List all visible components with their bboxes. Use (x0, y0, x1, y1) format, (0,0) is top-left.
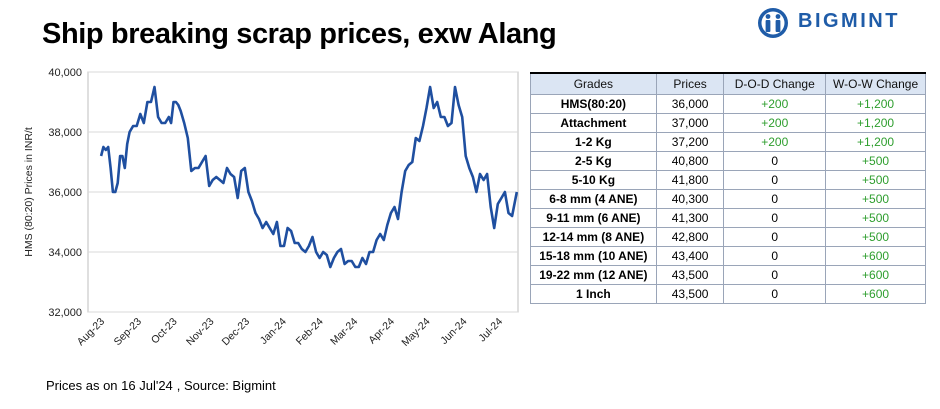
column-header-prices: Prices (655, 72, 725, 95)
x-tick-label: Mar-24 (328, 316, 360, 348)
table-row: 1 Inch 43,500 0 +600 (530, 284, 926, 304)
bigmint-logo-icon (758, 8, 788, 38)
cell-price: 43,500 (655, 284, 725, 304)
y-tick-label: 38,000 (48, 127, 82, 139)
x-tick-label: Aug-23 (75, 316, 108, 349)
table-row: 6-8 mm (4 ANE) 40,300 0 +500 (530, 189, 926, 209)
cell-price: 37,000 (655, 113, 725, 133)
cell-price: 40,300 (655, 189, 725, 209)
table-header-row: Grades Prices D-O-D Change W-O-W Change (530, 72, 926, 95)
as-of-date: Prices as on 16 Jul'24 (46, 378, 173, 393)
cell-dod-change: 0 (723, 151, 827, 171)
cell-wow-change: +1,200 (825, 94, 926, 114)
cell-wow-change: +500 (825, 151, 926, 171)
cell-grade: 6-8 mm (4 ANE) (530, 189, 657, 209)
brand-name: BIGMINT (798, 10, 900, 32)
cell-grade: 15-18 mm (10 ANE) (530, 246, 657, 266)
cell-dod-change: +200 (723, 113, 827, 133)
table-row: HMS(80:20) 36,000 +200 +1,200 (530, 94, 926, 114)
cell-wow-change: +500 (825, 208, 926, 228)
footer-note: Prices as on 16 Jul'24, Source: Bigmint (46, 378, 280, 393)
x-tick-label: Jul-24 (476, 316, 505, 345)
y-axis-label: HMS (80:20) Prices in INR/t (23, 127, 35, 257)
cell-dod-change: 0 (723, 208, 827, 228)
x-tick-label: Feb-24 (294, 316, 326, 348)
cell-dod-change: 0 (723, 284, 827, 304)
column-header-wow: W-O-W Change (825, 72, 926, 95)
cell-dod-change: +200 (723, 94, 827, 114)
cell-price: 36,000 (655, 94, 725, 114)
series-line-hms (99, 85, 519, 269)
cell-grade: 5-10 Kg (530, 170, 657, 190)
cell-grade: 12-14 mm (8 ANE) (530, 227, 657, 247)
cell-dod-change: 0 (723, 189, 827, 209)
cell-dod-change: +200 (723, 132, 827, 152)
table-row: Attachment 37,000 +200 +1,200 (530, 113, 926, 133)
cell-wow-change: +1,200 (825, 113, 926, 133)
x-tick-label: Nov-23 (184, 316, 217, 349)
y-tick-labels: 32,000 34,000 36,000 38,000 40,000 (48, 67, 82, 319)
cell-wow-change: +500 (825, 189, 926, 209)
cell-price: 40,800 (655, 151, 725, 171)
cell-wow-change: +600 (825, 265, 926, 285)
x-tick-label: Jan-24 (258, 316, 289, 347)
table-row: 9-11 mm (6 ANE) 41,300 0 +500 (530, 208, 926, 228)
cell-price: 43,400 (655, 246, 725, 266)
table-row: 1-2 Kg 37,200 +200 +1,200 (530, 132, 926, 152)
y-tick-label: 32,000 (48, 307, 82, 319)
cell-wow-change: +600 (825, 246, 926, 266)
cell-wow-change: +600 (825, 284, 926, 304)
cell-wow-change: +500 (825, 170, 926, 190)
cell-wow-change: +500 (825, 227, 926, 247)
source-note: , Source: Bigmint (176, 378, 276, 393)
table-row: 2-5 Kg 40,800 0 +500 (530, 151, 926, 171)
page-title: Ship breaking scrap prices, exw Alang (42, 18, 557, 50)
table-row: 19-22 mm (12 ANE) 43,500 0 +600 (530, 265, 926, 285)
cell-grade: 2-5 Kg (530, 151, 657, 171)
cell-dod-change: 0 (723, 170, 827, 190)
cell-price: 41,800 (655, 170, 725, 190)
column-header-grades: Grades (530, 72, 657, 95)
x-tick-label: Sep-23 (112, 316, 145, 349)
x-tick-label: Jun-24 (438, 316, 469, 347)
cell-grade: HMS(80:20) (530, 94, 657, 114)
cell-price: 42,800 (655, 227, 725, 247)
y-tick-label: 40,000 (48, 67, 82, 79)
cell-price: 37,200 (655, 132, 725, 152)
cell-grade: 19-22 mm (12 ANE) (530, 265, 657, 285)
cell-grade: Attachment (530, 113, 657, 133)
x-tick-label: Apr-24 (366, 316, 397, 347)
x-tick-label: May-24 (399, 316, 432, 349)
cell-dod-change: 0 (723, 265, 827, 285)
cell-dod-change: 0 (723, 246, 827, 266)
grades-price-table: Grades Prices D-O-D Change W-O-W Change … (530, 72, 926, 304)
y-tick-label: 36,000 (48, 187, 82, 199)
y-tick-label: 34,000 (48, 247, 82, 259)
table-row: 12-14 mm (8 ANE) 42,800 0 +500 (530, 227, 926, 247)
table-row: 15-18 mm (10 ANE) 43,400 0 +600 (530, 246, 926, 266)
cell-grade: 1 Inch (530, 284, 657, 304)
x-tick-label: Oct-23 (149, 316, 180, 347)
price-line-chart: 32,000 34,000 36,000 38,000 40,000 Aug-23 Sep… (23, 67, 519, 349)
cell-grade: 9-11 mm (6 ANE) (530, 208, 657, 228)
column-header-dod: D-O-D Change (723, 72, 827, 95)
cell-grade: 1-2 Kg (530, 132, 657, 152)
x-tick-label: Dec-23 (220, 316, 253, 349)
x-tick-labels: Aug-23 Sep-23 Oct-23 Nov-23 Dec-23 Jan-24 Feb-… (75, 316, 505, 349)
cell-dod-change: 0 (723, 227, 827, 247)
table-row: 5-10 Kg 41,800 0 +500 (530, 170, 926, 190)
cell-wow-change: +1,200 (825, 132, 926, 152)
cell-price: 43,500 (655, 265, 725, 285)
gridlines (88, 71, 518, 313)
cell-price: 41,300 (655, 208, 725, 228)
bigmint-logo (758, 8, 788, 38)
